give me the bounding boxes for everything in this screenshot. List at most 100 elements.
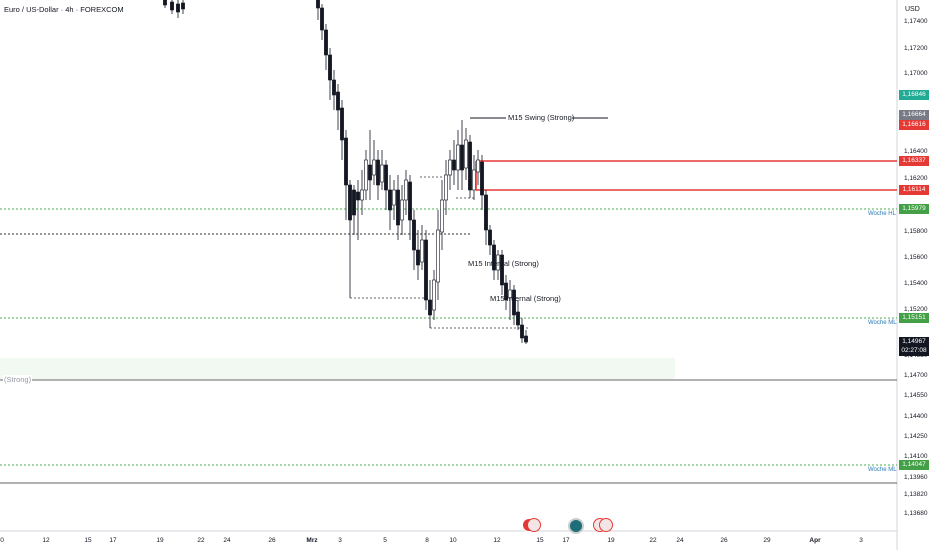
time-tick: 17 <box>562 537 570 544</box>
candle-body <box>452 159 456 171</box>
globe-icon[interactable] <box>568 518 584 534</box>
candle-body <box>444 174 448 201</box>
candle-body <box>464 139 468 169</box>
candle-body <box>520 324 524 339</box>
time-tick: 22 <box>197 537 205 544</box>
price-tick: 1,16200 <box>904 175 928 182</box>
woche-ml-label: Woche ML <box>868 320 897 326</box>
price-badge: 1,15151 <box>899 313 929 323</box>
zone-label[interactable]: (Strong) <box>3 375 33 384</box>
candle-body <box>332 79 336 96</box>
price-tick: 1,15800 <box>904 228 928 235</box>
candle-body <box>392 189 396 206</box>
price-badge: 1,16664 <box>899 110 929 120</box>
time-tick: Apr <box>809 537 821 544</box>
time-tick: 26 <box>268 537 276 544</box>
candle-body <box>384 164 388 191</box>
candle-body <box>480 161 484 196</box>
candle-body <box>340 107 344 141</box>
candle-body <box>524 335 528 343</box>
price-tick: 1,15400 <box>904 280 928 287</box>
candle-body <box>163 0 167 6</box>
time-tick: 3 <box>859 537 863 544</box>
current-price-badge: 1,14967 <box>899 337 929 347</box>
candle-body <box>484 194 488 231</box>
candle-body <box>508 289 512 299</box>
time-tick: 12 <box>493 537 501 544</box>
price-badge: 1,14047 <box>899 460 929 470</box>
candle-body <box>432 279 436 311</box>
candle-body <box>400 199 404 221</box>
candle-body <box>356 191 360 201</box>
time-tick: 24 <box>676 537 684 544</box>
time-tick: Mrz <box>306 537 318 544</box>
demand-zone <box>0 358 675 379</box>
candle-body <box>500 254 504 286</box>
price-tick: 1,13680 <box>904 510 928 517</box>
time-tick: 24 <box>223 537 231 544</box>
time-tick: 19 <box>156 537 164 544</box>
price-badge: 1,16616 <box>899 120 929 130</box>
price-tick: 1,17400 <box>904 18 928 25</box>
candle-body <box>348 184 352 221</box>
woche-ml-label: Woche ML <box>868 467 897 473</box>
candle-body <box>420 239 424 263</box>
candle-body <box>320 7 324 31</box>
price-tick: 1,16400 <box>904 148 928 155</box>
chart-title: Euro / US-Dollar · 4h · FOREXCOM <box>4 5 124 14</box>
candlestick-series <box>163 0 528 344</box>
candle-body <box>460 144 464 171</box>
price-tick: 1,15200 <box>904 306 928 313</box>
candle-body <box>344 137 348 186</box>
price-tick: 1,13960 <box>904 474 928 481</box>
time-tick: 0 <box>0 537 4 544</box>
price-tick: 1,17200 <box>904 45 928 52</box>
price-tick: 1,14250 <box>904 433 928 440</box>
candle-body <box>456 144 460 171</box>
candle-body <box>408 181 412 221</box>
us-flag-icon[interactable] <box>599 518 613 532</box>
candle-body <box>428 299 432 316</box>
candle-body <box>328 54 332 81</box>
candle-body <box>336 91 340 111</box>
price-tick: 1,15600 <box>904 254 928 261</box>
candle-body <box>360 189 364 201</box>
price-tick: 1,14550 <box>904 392 928 399</box>
candle-body <box>472 169 476 191</box>
candle-body <box>512 289 516 316</box>
candle-body <box>412 219 416 251</box>
price-tick: 1,14100 <box>904 453 928 460</box>
candle-body <box>352 189 356 216</box>
currency-label[interactable]: USD <box>905 6 920 13</box>
candle-body <box>368 164 372 181</box>
time-tick: 19 <box>607 537 615 544</box>
candle-body <box>380 164 384 183</box>
price-badge: 1,16846 <box>899 90 929 100</box>
candle-body <box>468 141 472 191</box>
us-flag-icon[interactable] <box>527 518 541 532</box>
candle-body <box>324 29 328 56</box>
candle-body <box>476 159 480 173</box>
internal-label-2[interactable]: M15 Internal (Strong) <box>490 294 561 303</box>
price-tick: 1,13820 <box>904 491 928 498</box>
candle-body <box>440 199 444 233</box>
time-tick: 29 <box>763 537 771 544</box>
candle-countdown-badge: 02:27:08 <box>899 346 929 356</box>
candle-body <box>496 254 500 271</box>
price-badge: 1,15979 <box>899 204 929 214</box>
internal-label-1[interactable]: M15 Internal (Strong) <box>468 259 539 268</box>
candle-body <box>372 159 376 176</box>
candle-body <box>376 159 380 186</box>
price-badge: 1,16337 <box>899 156 929 166</box>
time-tick: 22 <box>649 537 657 544</box>
time-tick: 15 <box>536 537 544 544</box>
candle-body <box>396 189 400 226</box>
candle-body <box>170 1 174 11</box>
candle-body <box>181 2 185 10</box>
time-tick: 8 <box>425 537 429 544</box>
candle-body <box>424 239 428 301</box>
woche-hl-label: Woche HL <box>868 211 896 217</box>
candle-body <box>436 229 440 283</box>
swing-label[interactable]: M15 Swing (Strong) <box>508 113 575 122</box>
